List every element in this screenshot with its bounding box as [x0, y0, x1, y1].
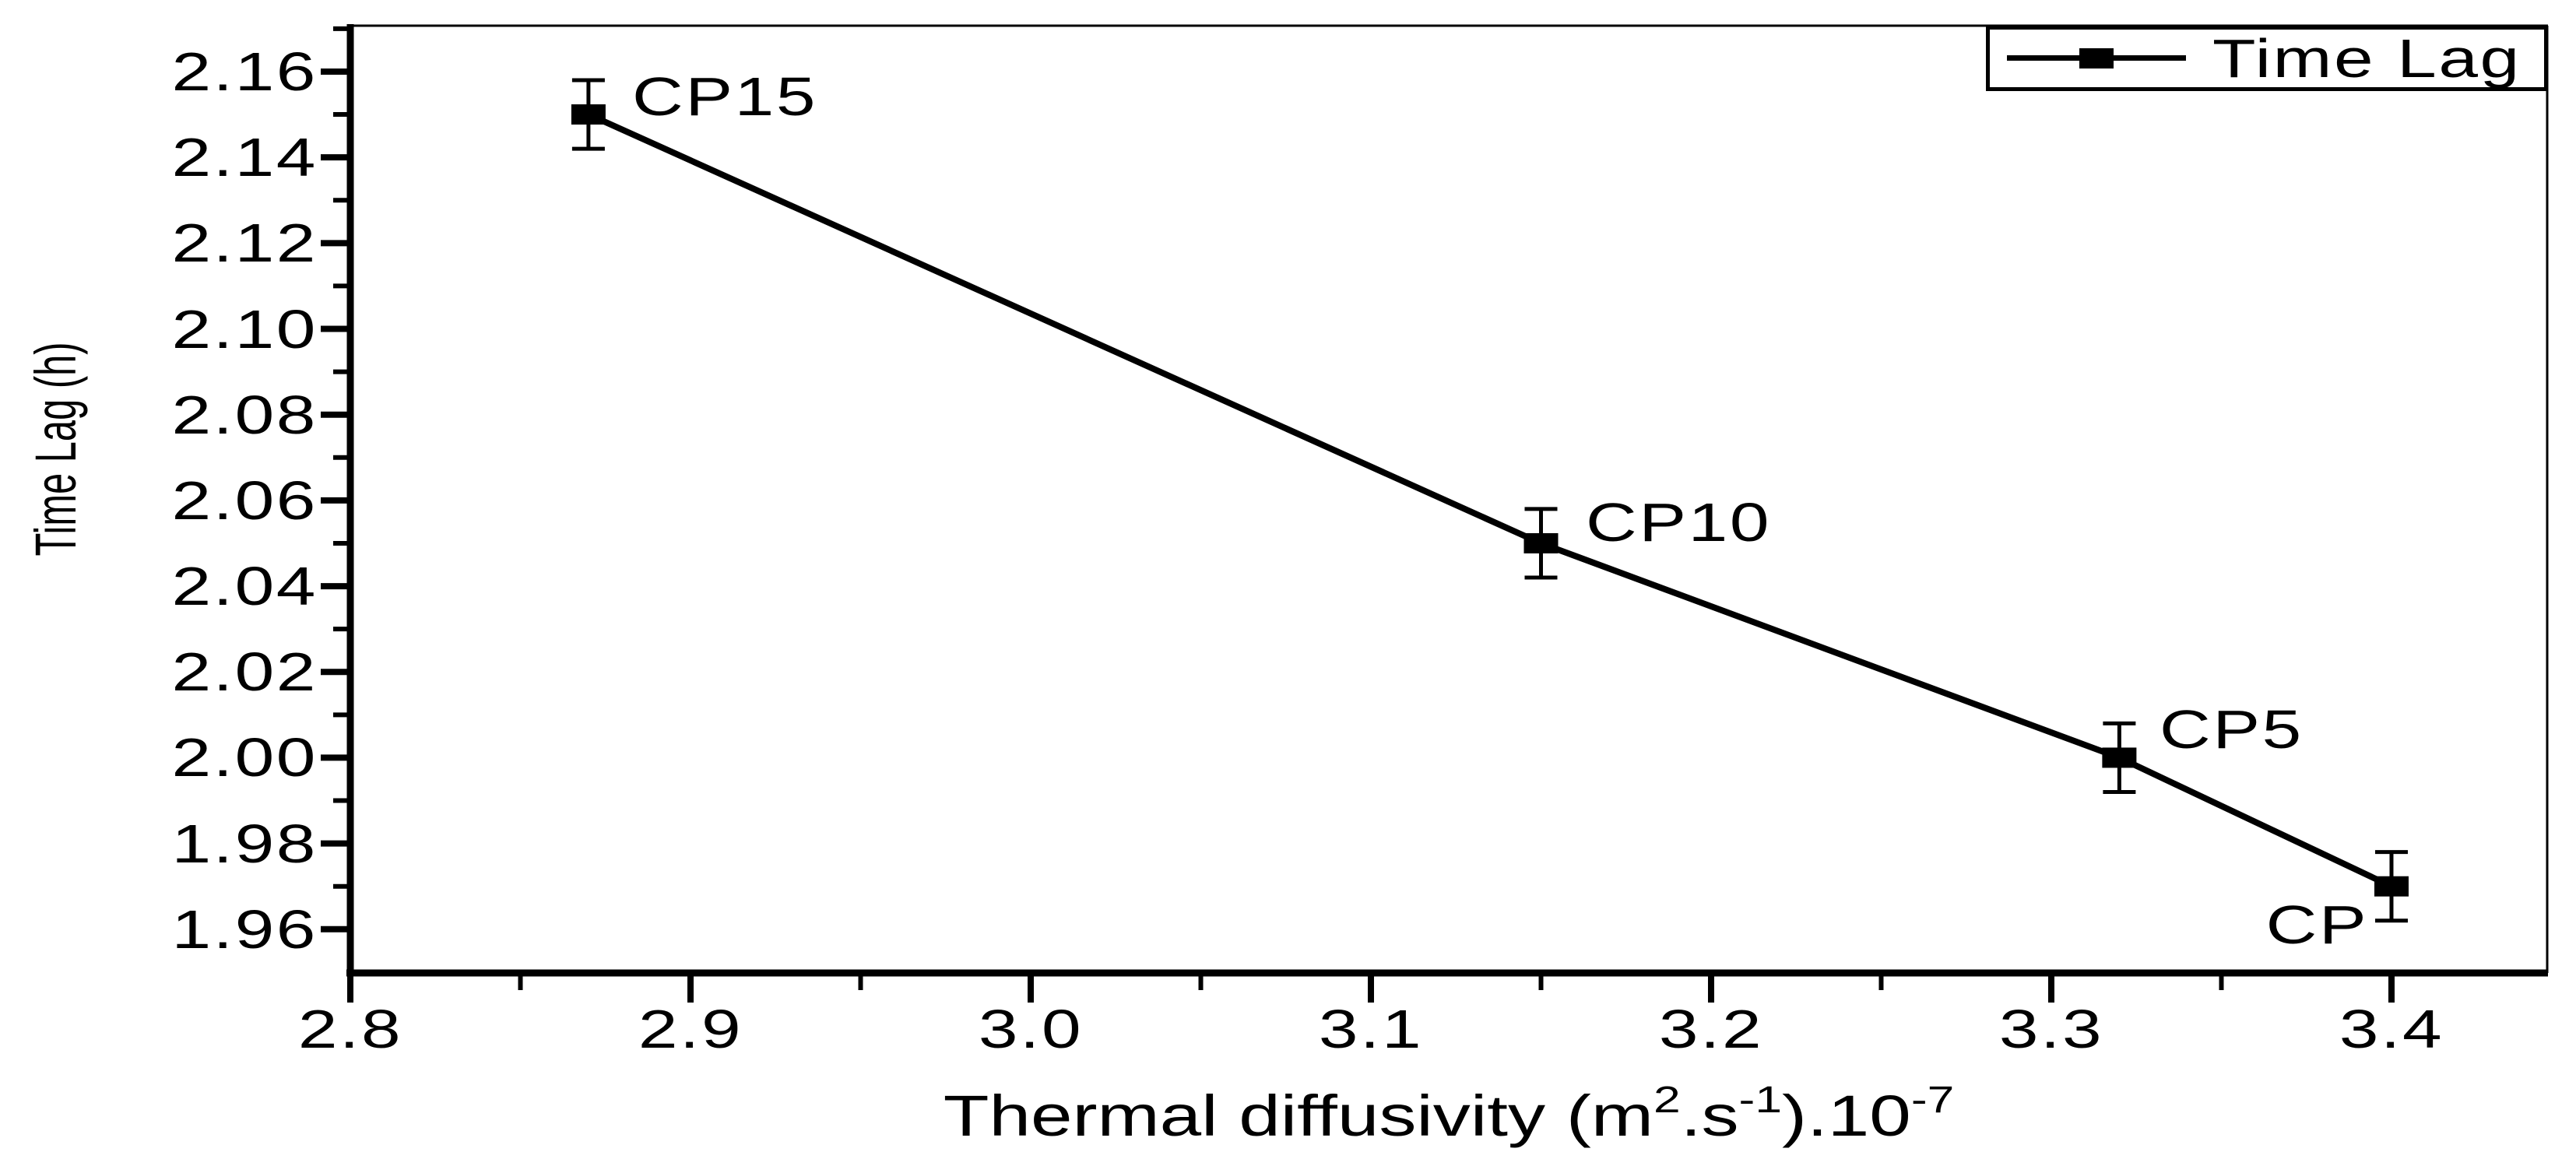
x-tick-label: 3.0 — [978, 999, 1084, 1059]
x-tick-label: 3.2 — [1658, 999, 1764, 1059]
x-tick-label: 3.4 — [2339, 999, 2444, 1059]
legend: Time Lag — [1986, 26, 2548, 91]
y-tick-label: 2.00 — [171, 727, 318, 788]
legend-label: Time Lag — [2212, 28, 2522, 89]
data-point-marker — [2102, 747, 2137, 768]
x-axis-title-part: ).10 — [1782, 1084, 1911, 1148]
point-label: CP — [2265, 894, 2368, 955]
data-point-marker — [1523, 532, 1559, 553]
y-tick-label: 2.06 — [171, 469, 318, 531]
point-label: CP15 — [631, 66, 817, 128]
y-tick-label: 2.10 — [171, 298, 318, 360]
x-tick-label: 2.8 — [297, 999, 403, 1059]
legend-square-marker-icon — [2079, 48, 2114, 68]
y-tick-label: 2.12 — [171, 212, 318, 274]
x-axis-title-part: Thermal diffusivity (m — [943, 1084, 1654, 1148]
point-label: CP10 — [1586, 491, 1772, 553]
data-point-marker — [2374, 876, 2409, 897]
y-tick-label: 2.02 — [171, 641, 318, 703]
x-tick-label: 3.3 — [1998, 999, 2104, 1059]
x-tick-label: 2.9 — [638, 999, 743, 1059]
x-axis-title: Thermal diffusivity (m2.s-1).10-7 — [336, 1065, 2562, 1148]
x-axis-title-superscript: 2 — [1653, 1080, 1681, 1121]
y-tick-label: 2.16 — [171, 40, 318, 102]
y-tick-label: 1.96 — [171, 898, 318, 960]
y-tick-label: 1.98 — [171, 813, 318, 874]
y-tick-label: 2.04 — [171, 556, 318, 617]
data-line — [587, 111, 2393, 890]
data-point-marker — [571, 104, 606, 125]
x-axis-title-superscript: -7 — [1910, 1080, 1955, 1121]
y-tick-label: 2.14 — [171, 127, 318, 188]
point-label: CP5 — [2160, 699, 2304, 760]
x-tick-label: 3.1 — [1318, 999, 1424, 1059]
x-axis-title-part: .s — [1680, 1084, 1739, 1148]
x-axis-title-superscript: -1 — [1738, 1080, 1783, 1121]
y-tick-label: 2.08 — [171, 384, 318, 445]
